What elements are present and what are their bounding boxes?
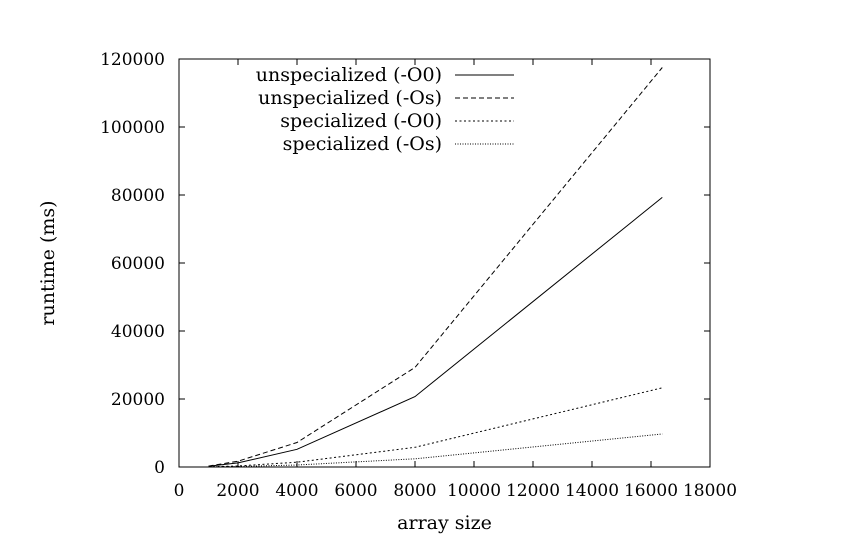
x-tick-label: 12000 (506, 481, 560, 501)
series-line-3 (208, 387, 663, 468)
y-axis-label: runtime (ms) (37, 200, 59, 325)
x-tick-label: 18000 (683, 481, 737, 501)
legend-label-1: unspecialized (-O0) (256, 64, 442, 86)
x-axis-ticks: 0 2000 4000 6000 8000 10000 12000 14000 16000 180… (174, 59, 737, 501)
y-tick-label: 20000 (111, 390, 165, 410)
y-tick-label: 60000 (111, 254, 165, 274)
series-line-4 (208, 433, 663, 468)
y-tick-label: 80000 (111, 186, 165, 206)
x-tick-label: 16000 (624, 481, 678, 501)
legend-label-2: unspecialized (-Os) (258, 87, 442, 109)
x-axis-label: array size (397, 512, 492, 534)
series-line-2 (208, 67, 663, 467)
legend-label-3: specialized (-O0) (280, 110, 442, 132)
y-tick-label: 40000 (111, 322, 165, 342)
x-tick-label: 6000 (334, 481, 377, 501)
x-tick-label: 8000 (393, 481, 436, 501)
y-tick-label: 120000 (100, 50, 165, 70)
series-lines (208, 67, 663, 468)
y-tick-label: 0 (154, 458, 165, 478)
legend: unspecialized (-O0)unspecialized (-Os)sp… (256, 64, 514, 155)
legend-label-4: specialized (-Os) (283, 133, 442, 155)
y-tick-label: 100000 (100, 118, 165, 138)
x-tick-label: 2000 (216, 481, 259, 501)
y-axis-ticks: 0 20000 40000 60000 80000 100000 120000 (100, 50, 710, 478)
x-tick-label: 0 (174, 481, 185, 501)
x-tick-label: 10000 (447, 481, 501, 501)
series-line-1 (208, 197, 663, 467)
x-tick-label: 4000 (275, 481, 318, 501)
x-tick-label: 14000 (565, 481, 619, 501)
plot-frame (178, 58, 711, 468)
